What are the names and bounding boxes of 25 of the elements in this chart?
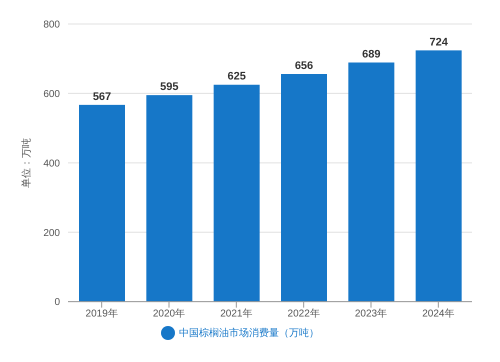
bar bbox=[79, 104, 125, 302]
bar bbox=[281, 74, 327, 302]
y-tick-label: 400 bbox=[43, 158, 60, 170]
data-label: 595 bbox=[160, 81, 179, 94]
bar bbox=[416, 50, 462, 302]
data-label: 656 bbox=[294, 60, 314, 72]
y-tick-label: 0 bbox=[54, 297, 60, 308]
data-label: 567 bbox=[92, 90, 112, 103]
data-label: 689 bbox=[362, 48, 381, 61]
x-tick-label: 2023年 bbox=[354, 308, 388, 320]
legend-label: 中国棕榈油市场消费量（万吨） bbox=[179, 328, 319, 339]
x-tick-label: 2022年 bbox=[288, 308, 320, 320]
data-label: 724 bbox=[429, 36, 449, 48]
x-tick-label: 2021年 bbox=[220, 308, 252, 320]
data-label: 625 bbox=[227, 70, 246, 83]
x-tick-label: 2024年 bbox=[422, 308, 454, 320]
y-tick-label: 200 bbox=[43, 228, 60, 239]
bar bbox=[214, 84, 260, 302]
x-tick-label: 2020年 bbox=[152, 308, 186, 320]
y-axis-title: 单位：万吨 bbox=[20, 138, 33, 188]
y-tick-label: 600 bbox=[43, 88, 60, 100]
y-tick-label: 800 bbox=[43, 20, 60, 31]
bar bbox=[348, 62, 394, 302]
bar bbox=[146, 95, 192, 302]
x-tick-label: 2019年 bbox=[86, 308, 118, 320]
